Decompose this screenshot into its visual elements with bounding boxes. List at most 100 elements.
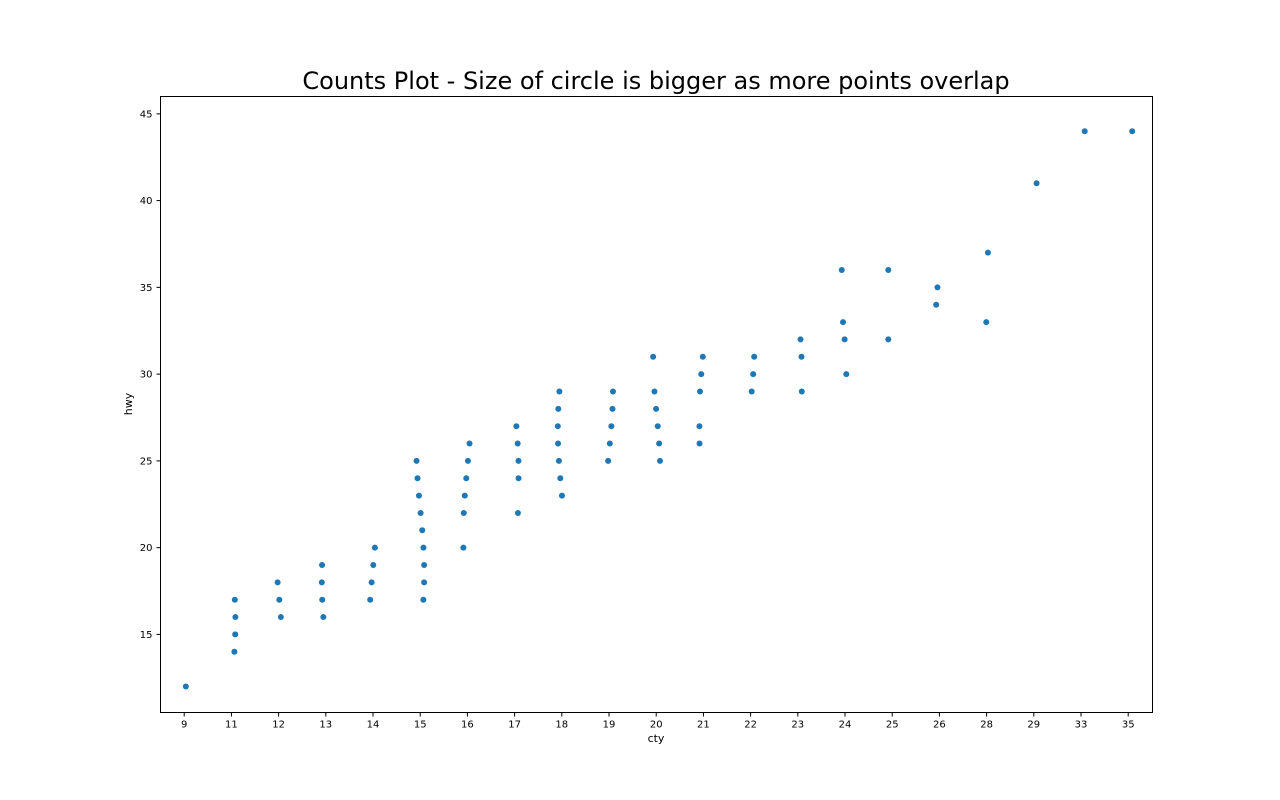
data-point: [182, 683, 189, 690]
data-point: [605, 457, 612, 464]
data-point: [750, 371, 757, 378]
data-point: [555, 457, 562, 464]
y-tick-label: 20: [140, 543, 153, 554]
data-point: [840, 319, 847, 326]
x-tick-label: 28: [980, 720, 993, 731]
data-point: [556, 388, 563, 395]
x-tick-label: 15: [414, 720, 427, 731]
data-point: [420, 544, 427, 551]
data-point: [653, 405, 660, 412]
x-tick-label: 20: [650, 720, 663, 731]
data-point: [371, 544, 378, 551]
data-point: [606, 440, 613, 447]
data-point: [841, 336, 848, 343]
data-point: [368, 579, 375, 586]
data-point: [274, 579, 281, 586]
data-point: [420, 596, 427, 603]
data-point: [277, 614, 284, 621]
data-point: [699, 353, 706, 360]
x-tick-label: 33: [1075, 720, 1088, 731]
data-point: [415, 492, 422, 499]
x-tick-label: 12: [272, 720, 285, 731]
data-point: [414, 475, 421, 482]
data-point: [798, 388, 805, 395]
data-point: [514, 440, 521, 447]
x-tick-label: 19: [603, 720, 616, 731]
data-point: [843, 371, 850, 378]
data-point: [650, 353, 657, 360]
y-tick-label: 35: [140, 283, 153, 294]
x-tick-label: 25: [886, 720, 899, 731]
x-tick-label: 9: [181, 720, 187, 731]
data-point: [466, 440, 473, 447]
data-point: [798, 353, 805, 360]
chart-title: Counts Plot - Size of circle is bigger a…: [302, 67, 1009, 95]
data-point: [984, 249, 991, 256]
x-tick-label: 17: [508, 720, 521, 731]
y-tick-label: 15: [140, 630, 153, 641]
data-point: [231, 596, 238, 603]
x-tick-label: 26: [933, 720, 946, 731]
data-point: [934, 284, 941, 291]
data-point: [231, 648, 238, 655]
plot-area: [160, 96, 1153, 713]
data-point: [460, 544, 467, 551]
y-tick-label: 45: [140, 109, 153, 120]
data-point: [983, 319, 990, 326]
x-tick-label: 35: [1122, 720, 1135, 731]
data-point: [609, 388, 616, 395]
data-points: [182, 128, 1136, 690]
data-point: [1033, 180, 1040, 187]
x-axis: 9 11 12 13 14 15 16 17 18 19 20 21 22 23 24 25 26 28 29 33 3…: [181, 712, 1135, 731]
x-tick-label: 21: [697, 720, 710, 731]
data-point: [609, 405, 616, 412]
data-point: [651, 388, 658, 395]
x-tick-label: 11: [225, 720, 238, 731]
data-point: [555, 440, 562, 447]
data-point: [367, 596, 374, 603]
data-point: [370, 562, 377, 569]
data-point: [554, 423, 561, 430]
data-point: [751, 353, 758, 360]
x-tick-label: 23: [791, 720, 804, 731]
data-point: [696, 423, 703, 430]
x-tick-label: 24: [839, 720, 852, 731]
data-point: [421, 579, 428, 586]
data-point: [421, 562, 428, 569]
data-point: [461, 492, 468, 499]
data-point: [318, 579, 325, 586]
data-point: [656, 457, 663, 464]
data-point: [319, 562, 326, 569]
data-point: [838, 267, 845, 274]
data-point: [557, 475, 564, 482]
data-point: [419, 527, 426, 534]
y-tick-label: 30: [140, 370, 153, 381]
data-point: [232, 614, 239, 621]
data-point: [320, 614, 327, 621]
data-point: [232, 631, 239, 638]
x-tick-label: 14: [367, 720, 380, 731]
data-point: [413, 457, 420, 464]
data-point: [654, 423, 661, 430]
x-tick-label: 22: [744, 720, 757, 731]
data-point: [276, 596, 283, 603]
data-point: [748, 388, 755, 395]
data-point: [698, 371, 705, 378]
data-point: [885, 267, 892, 274]
data-point: [1081, 128, 1088, 135]
data-point: [514, 509, 521, 516]
data-point: [460, 509, 467, 516]
y-axis-label: hwy: [122, 392, 135, 415]
data-point: [463, 475, 470, 482]
data-point: [515, 457, 522, 464]
data-point: [885, 336, 892, 343]
data-point: [933, 301, 940, 308]
data-point: [555, 405, 562, 412]
x-tick-label: 13: [319, 720, 332, 731]
data-point: [656, 440, 663, 447]
data-point: [464, 457, 471, 464]
y-tick-label: 25: [140, 456, 153, 467]
y-axis: 15 20 25 30 35 40 45: [140, 109, 161, 641]
data-point: [696, 440, 703, 447]
